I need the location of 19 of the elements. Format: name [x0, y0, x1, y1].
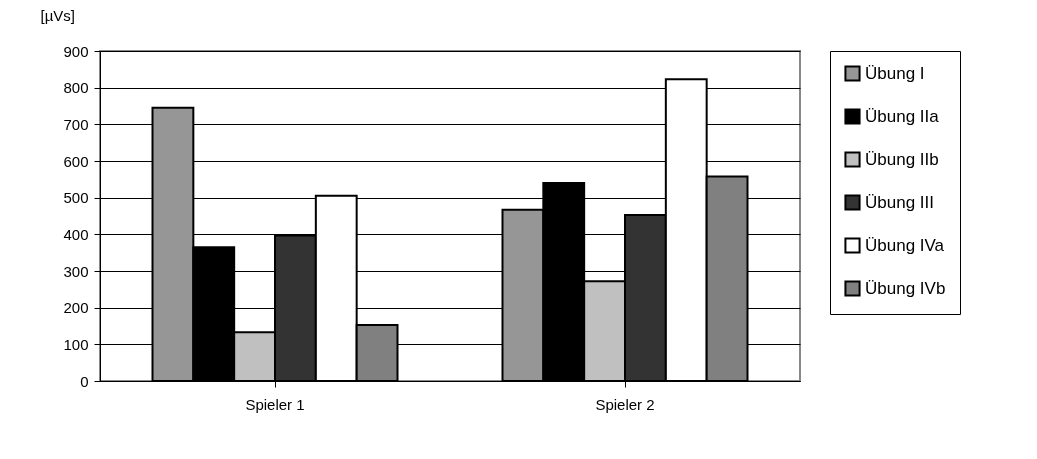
y-tick-label: 900: [63, 42, 89, 60]
y-axis-title: [µVs]: [40, 6, 75, 24]
x-tick-label: Spieler 1: [245, 395, 305, 413]
legend-label: Übung IIa: [865, 106, 940, 126]
y-tick-label: 800: [63, 79, 89, 97]
y-tick-label: 500: [63, 189, 89, 207]
y-tick-label: 300: [63, 262, 89, 280]
legend-label: Übung IIb: [865, 149, 939, 169]
y-tick-label: 400: [63, 225, 89, 243]
y-tick-label: 700: [63, 115, 89, 133]
y-tick-label: 200: [63, 299, 89, 317]
y-tick-label: 100: [63, 335, 89, 353]
y-tick-label: 0: [80, 372, 89, 390]
legend-label: Übung IVa: [865, 235, 945, 255]
y-tick-label: 600: [63, 152, 89, 170]
legend-label: Übung III: [865, 192, 934, 212]
legend-label: Übung I: [865, 63, 925, 83]
x-tick-label: Spieler 2: [595, 395, 655, 413]
legend-label: Übung IVb: [865, 278, 946, 298]
